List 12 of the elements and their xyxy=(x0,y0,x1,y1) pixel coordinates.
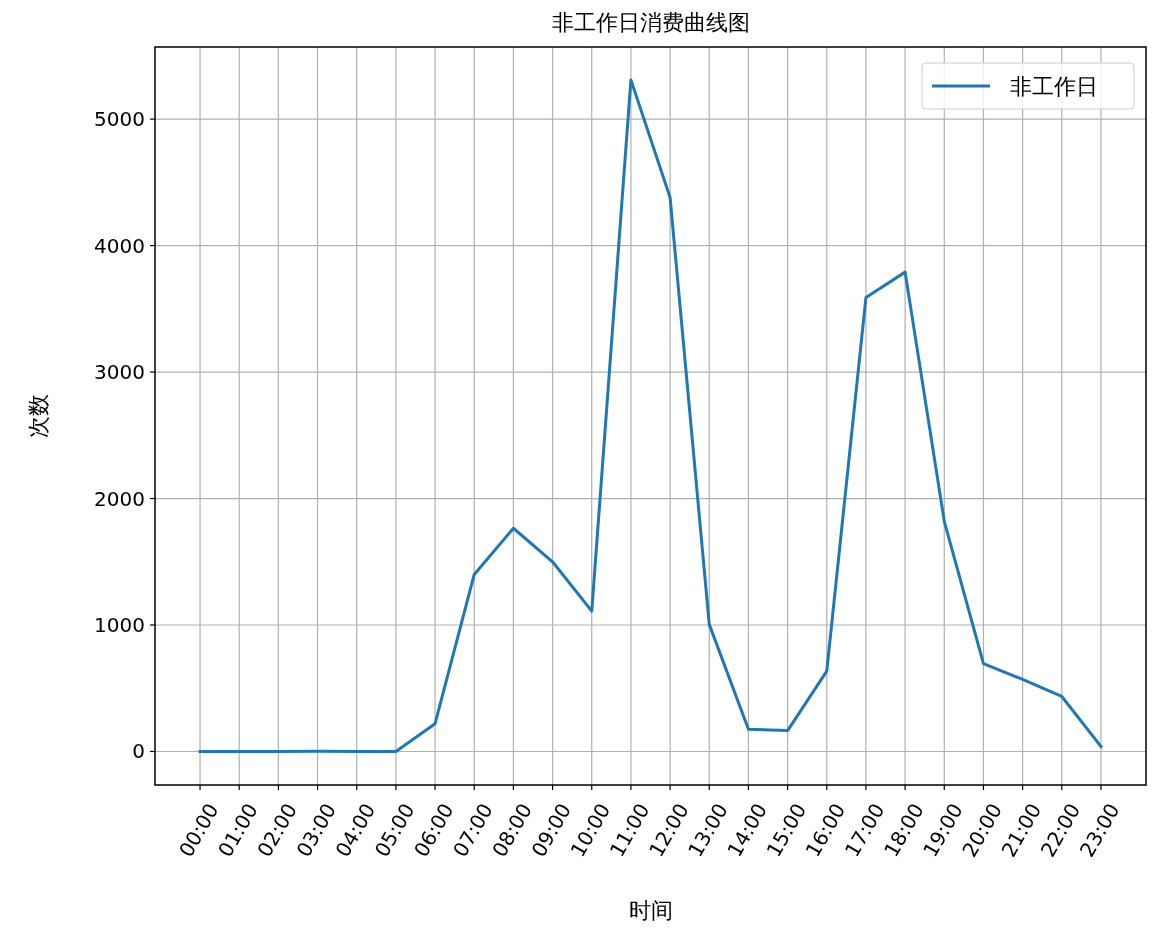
line-series xyxy=(198,78,1103,753)
y-tick-label: 4000 xyxy=(94,233,145,258)
y-tick-label: 5000 xyxy=(94,107,145,132)
y-tick-label: 3000 xyxy=(94,360,145,385)
y-axis-title: 次数 xyxy=(26,394,51,438)
legend-label: 非工作日 xyxy=(1010,74,1098,99)
y-tick-label: 1000 xyxy=(94,613,145,638)
legend: 非工作日 xyxy=(921,62,1135,110)
x-axis-title: 时间 xyxy=(628,898,673,923)
y-tick-label: 0 xyxy=(132,739,145,764)
chart-title: 非工作日消费曲线图 xyxy=(551,10,750,35)
y-tick-label: 2000 xyxy=(94,486,145,511)
